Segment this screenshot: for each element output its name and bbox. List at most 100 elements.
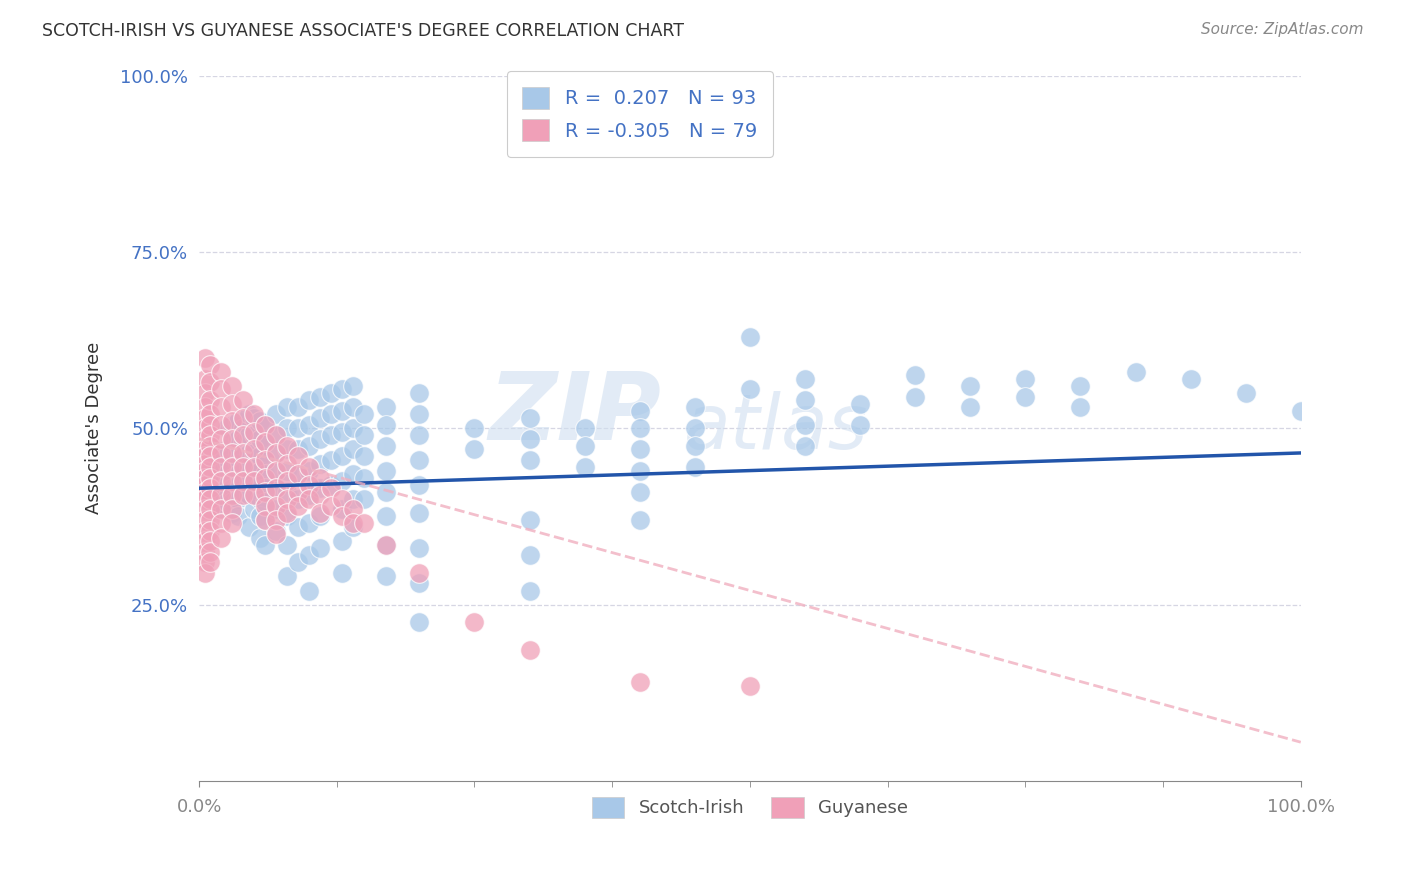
Point — [209, 460, 232, 475]
Point — [243, 474, 266, 488]
Point — [221, 460, 243, 475]
Point — [221, 470, 243, 484]
Point — [353, 407, 375, 421]
Point — [194, 491, 217, 506]
Point — [330, 474, 353, 488]
Point — [628, 403, 651, 417]
Point — [254, 417, 277, 432]
Point — [194, 372, 217, 386]
Point — [408, 386, 430, 401]
Point — [375, 400, 398, 414]
Point — [264, 428, 287, 442]
Point — [194, 442, 217, 457]
Point — [221, 495, 243, 509]
Point — [221, 435, 243, 450]
Point — [463, 615, 485, 630]
Point — [309, 506, 332, 520]
Point — [321, 407, 343, 421]
Point — [254, 513, 277, 527]
Point — [298, 491, 321, 506]
Point — [198, 407, 221, 421]
Text: Source: ZipAtlas.com: Source: ZipAtlas.com — [1201, 22, 1364, 37]
Point — [1014, 390, 1036, 404]
Point — [226, 446, 249, 460]
Point — [232, 392, 254, 407]
Point — [209, 502, 232, 516]
Point — [408, 428, 430, 442]
Point — [194, 421, 217, 435]
Point — [849, 396, 872, 410]
Point — [276, 509, 298, 524]
Point — [408, 407, 430, 421]
Point — [738, 329, 761, 343]
Point — [309, 432, 332, 446]
Point — [238, 460, 260, 475]
Point — [243, 407, 266, 421]
Point — [287, 400, 309, 414]
Point — [353, 470, 375, 484]
Point — [628, 442, 651, 457]
Point — [375, 538, 398, 552]
Point — [238, 428, 260, 442]
Point — [519, 513, 541, 527]
Point — [287, 555, 309, 569]
Point — [221, 432, 243, 446]
Point — [321, 428, 343, 442]
Point — [264, 502, 287, 516]
Point — [794, 372, 817, 386]
Point — [276, 439, 298, 453]
Point — [683, 439, 706, 453]
Point — [342, 467, 364, 482]
Point — [198, 442, 221, 457]
Point — [194, 351, 217, 365]
Point — [194, 477, 217, 491]
Point — [330, 502, 353, 516]
Point — [309, 390, 332, 404]
Point — [849, 417, 872, 432]
Point — [264, 481, 287, 495]
Point — [276, 491, 298, 506]
Point — [221, 450, 243, 464]
Point — [287, 467, 309, 482]
Point — [330, 566, 353, 580]
Point — [243, 502, 266, 516]
Point — [375, 538, 398, 552]
Point — [276, 538, 298, 552]
Point — [298, 477, 321, 491]
Point — [298, 417, 321, 432]
Point — [194, 502, 217, 516]
Point — [321, 386, 343, 401]
Point — [298, 548, 321, 562]
Point — [408, 615, 430, 630]
Point — [254, 538, 277, 552]
Point — [276, 442, 298, 457]
Point — [628, 421, 651, 435]
Point — [194, 410, 217, 425]
Point — [738, 679, 761, 693]
Point — [330, 509, 353, 524]
Point — [330, 403, 353, 417]
Point — [298, 488, 321, 502]
Point — [226, 467, 249, 482]
Point — [198, 417, 221, 432]
Point — [330, 383, 353, 397]
Point — [221, 396, 243, 410]
Point — [254, 435, 277, 450]
Point — [276, 474, 298, 488]
Point — [1069, 379, 1091, 393]
Point — [194, 400, 217, 414]
Point — [353, 450, 375, 464]
Point — [321, 481, 343, 495]
Point — [194, 470, 217, 484]
Point — [232, 446, 254, 460]
Point — [342, 491, 364, 506]
Point — [264, 464, 287, 478]
Point — [198, 470, 221, 484]
Point — [342, 400, 364, 414]
Point — [298, 464, 321, 478]
Point — [204, 470, 226, 484]
Point — [298, 516, 321, 531]
Point — [321, 499, 343, 513]
Point — [215, 477, 238, 491]
Point — [959, 400, 981, 414]
